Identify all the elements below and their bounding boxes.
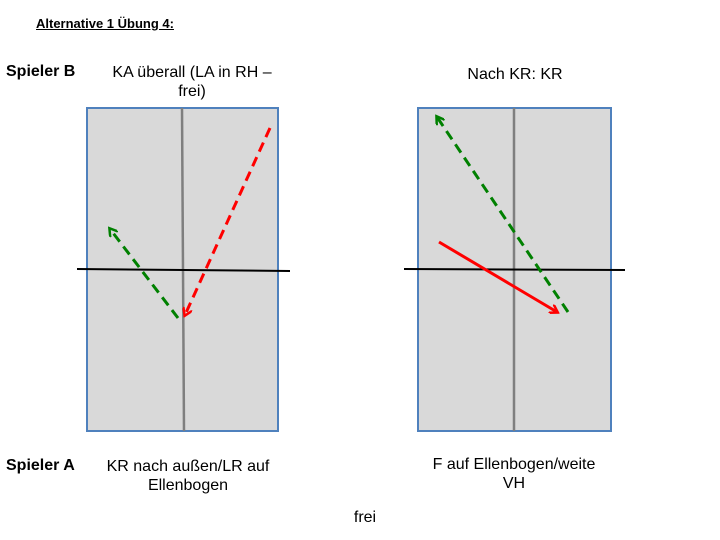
right-court-red-solid-arrow	[438, 240, 557, 312]
player-b-left-caption: KA überall (LA in RH – frei)	[92, 63, 292, 101]
left-court-red-dashed-arrow	[185, 127, 272, 315]
player-b-left-caption-line-2: frei)	[178, 83, 206, 100]
player-a-label: Spieler A	[6, 457, 75, 474]
left-court	[76, 107, 291, 432]
player-a-left-caption-line-1: KR nach außen/LR auf	[106, 458, 270, 475]
player-b-label: Spieler B	[6, 63, 76, 80]
left-court-green-dashed-arrow	[110, 229, 180, 319]
left-court-net	[76, 268, 291, 272]
player-b-right-caption: Nach KR: KR	[467, 66, 563, 83]
player-b-left-caption-line-1: KA überall (LA in RH –	[112, 64, 272, 81]
player-a-right-caption: F auf Ellenbogen/weite VH	[414, 455, 614, 493]
right-court-green-dashed-arrow	[437, 117, 570, 313]
player-a-left-caption-line-2: Ellenbogen	[147, 477, 229, 494]
player-a-left-caption: KR nach außen/LR auf Ellenbogen	[88, 457, 288, 495]
right-court-net	[403, 268, 626, 271]
right-court	[403, 107, 626, 432]
bottom-note: frei	[353, 509, 377, 526]
player-a-right-caption-line-2: VH	[502, 475, 526, 492]
exercise-title: Alternative 1 Übung 4:	[36, 16, 174, 31]
player-a-right-caption-line-1: F auf Ellenbogen/weite	[432, 456, 596, 473]
